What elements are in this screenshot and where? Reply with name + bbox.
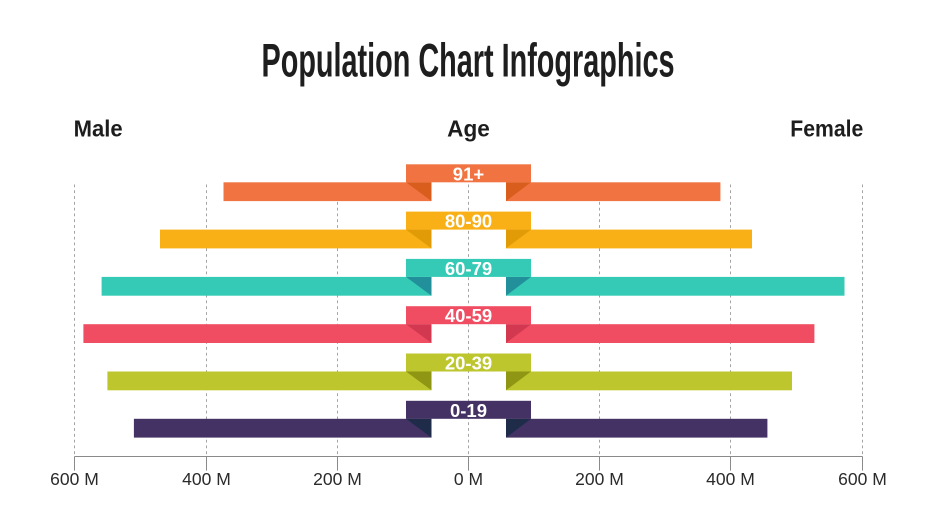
svg-text:Female: Female bbox=[790, 116, 863, 142]
svg-text:Male: Male bbox=[74, 116, 123, 142]
svg-text:Age: Age bbox=[447, 116, 490, 142]
svg-text:600 M: 600 M bbox=[838, 469, 887, 489]
svg-text:60-79: 60-79 bbox=[445, 258, 492, 279]
svg-text:400 M: 400 M bbox=[706, 469, 755, 489]
svg-text:600 M: 600 M bbox=[50, 469, 99, 489]
svg-text:200 M: 200 M bbox=[313, 469, 362, 489]
svg-text:0 M: 0 M bbox=[454, 469, 483, 489]
svg-text:40-59: 40-59 bbox=[445, 305, 492, 326]
svg-text:400 M: 400 M bbox=[182, 469, 231, 489]
svg-text:80-90: 80-90 bbox=[445, 211, 492, 232]
svg-text:0-19: 0-19 bbox=[450, 400, 487, 421]
svg-text:Population Chart Infographics: Population Chart Infographics bbox=[262, 34, 675, 87]
svg-text:91+: 91+ bbox=[453, 163, 485, 184]
svg-text:20-39: 20-39 bbox=[445, 353, 492, 374]
svg-text:200 M: 200 M bbox=[575, 469, 624, 489]
